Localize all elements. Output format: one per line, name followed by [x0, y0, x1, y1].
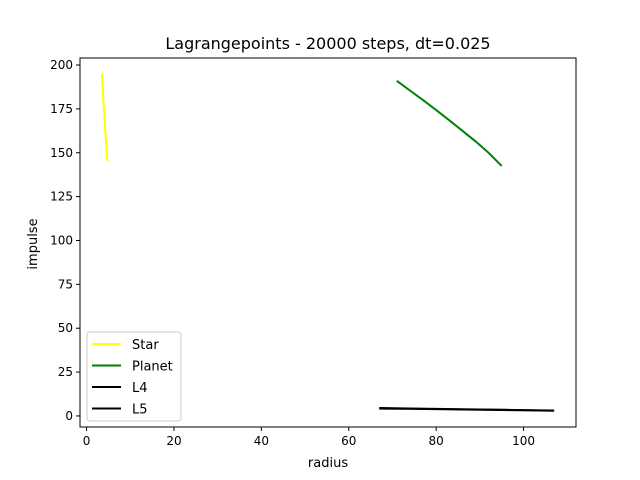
legend-label-l4: L4	[132, 381, 148, 396]
series-line-planet	[396, 79, 503, 167]
y-tick-label: 200	[50, 58, 73, 72]
x-axis-ticks: 0 20 40 60 80 100	[83, 427, 535, 448]
y-axis-ticks: 0 25 50 75 100 125 150 175 200	[50, 58, 80, 423]
y-tick-label: 150	[50, 146, 73, 160]
x-tick-label: 40	[254, 434, 269, 448]
y-tick-label: 175	[50, 102, 73, 116]
y-axis-label: impulse	[26, 218, 41, 269]
x-tick-label: 0	[83, 434, 91, 448]
x-tick-label: 100	[512, 434, 535, 448]
legend-label-star: Star	[132, 338, 159, 353]
series-line-star	[100, 73, 109, 162]
series-line-l5	[379, 407, 555, 412]
legend-box	[86, 331, 182, 422]
legend: Star Planet L4 L5	[86, 331, 182, 422]
y-tick-label: 125	[50, 190, 73, 204]
x-tick-label: 60	[341, 434, 356, 448]
legend-label-l5: L5	[132, 403, 148, 418]
y-tick-label: 25	[58, 365, 73, 379]
plot-lines	[100, 73, 555, 412]
y-tick-label: 0	[65, 409, 73, 423]
y-tick-label: 100	[50, 233, 73, 247]
y-tick-label: 75	[58, 277, 73, 291]
chart-title: Lagrangepoints - 20000 steps, dt=0.025	[165, 34, 490, 53]
x-tick-label: 20	[166, 434, 181, 448]
y-tick-label: 50	[58, 321, 73, 335]
x-axis-label: radius	[308, 456, 348, 471]
plot-frame	[79, 57, 577, 428]
x-tick-label: 80	[429, 434, 444, 448]
legend-label-planet: Planet	[132, 360, 173, 375]
